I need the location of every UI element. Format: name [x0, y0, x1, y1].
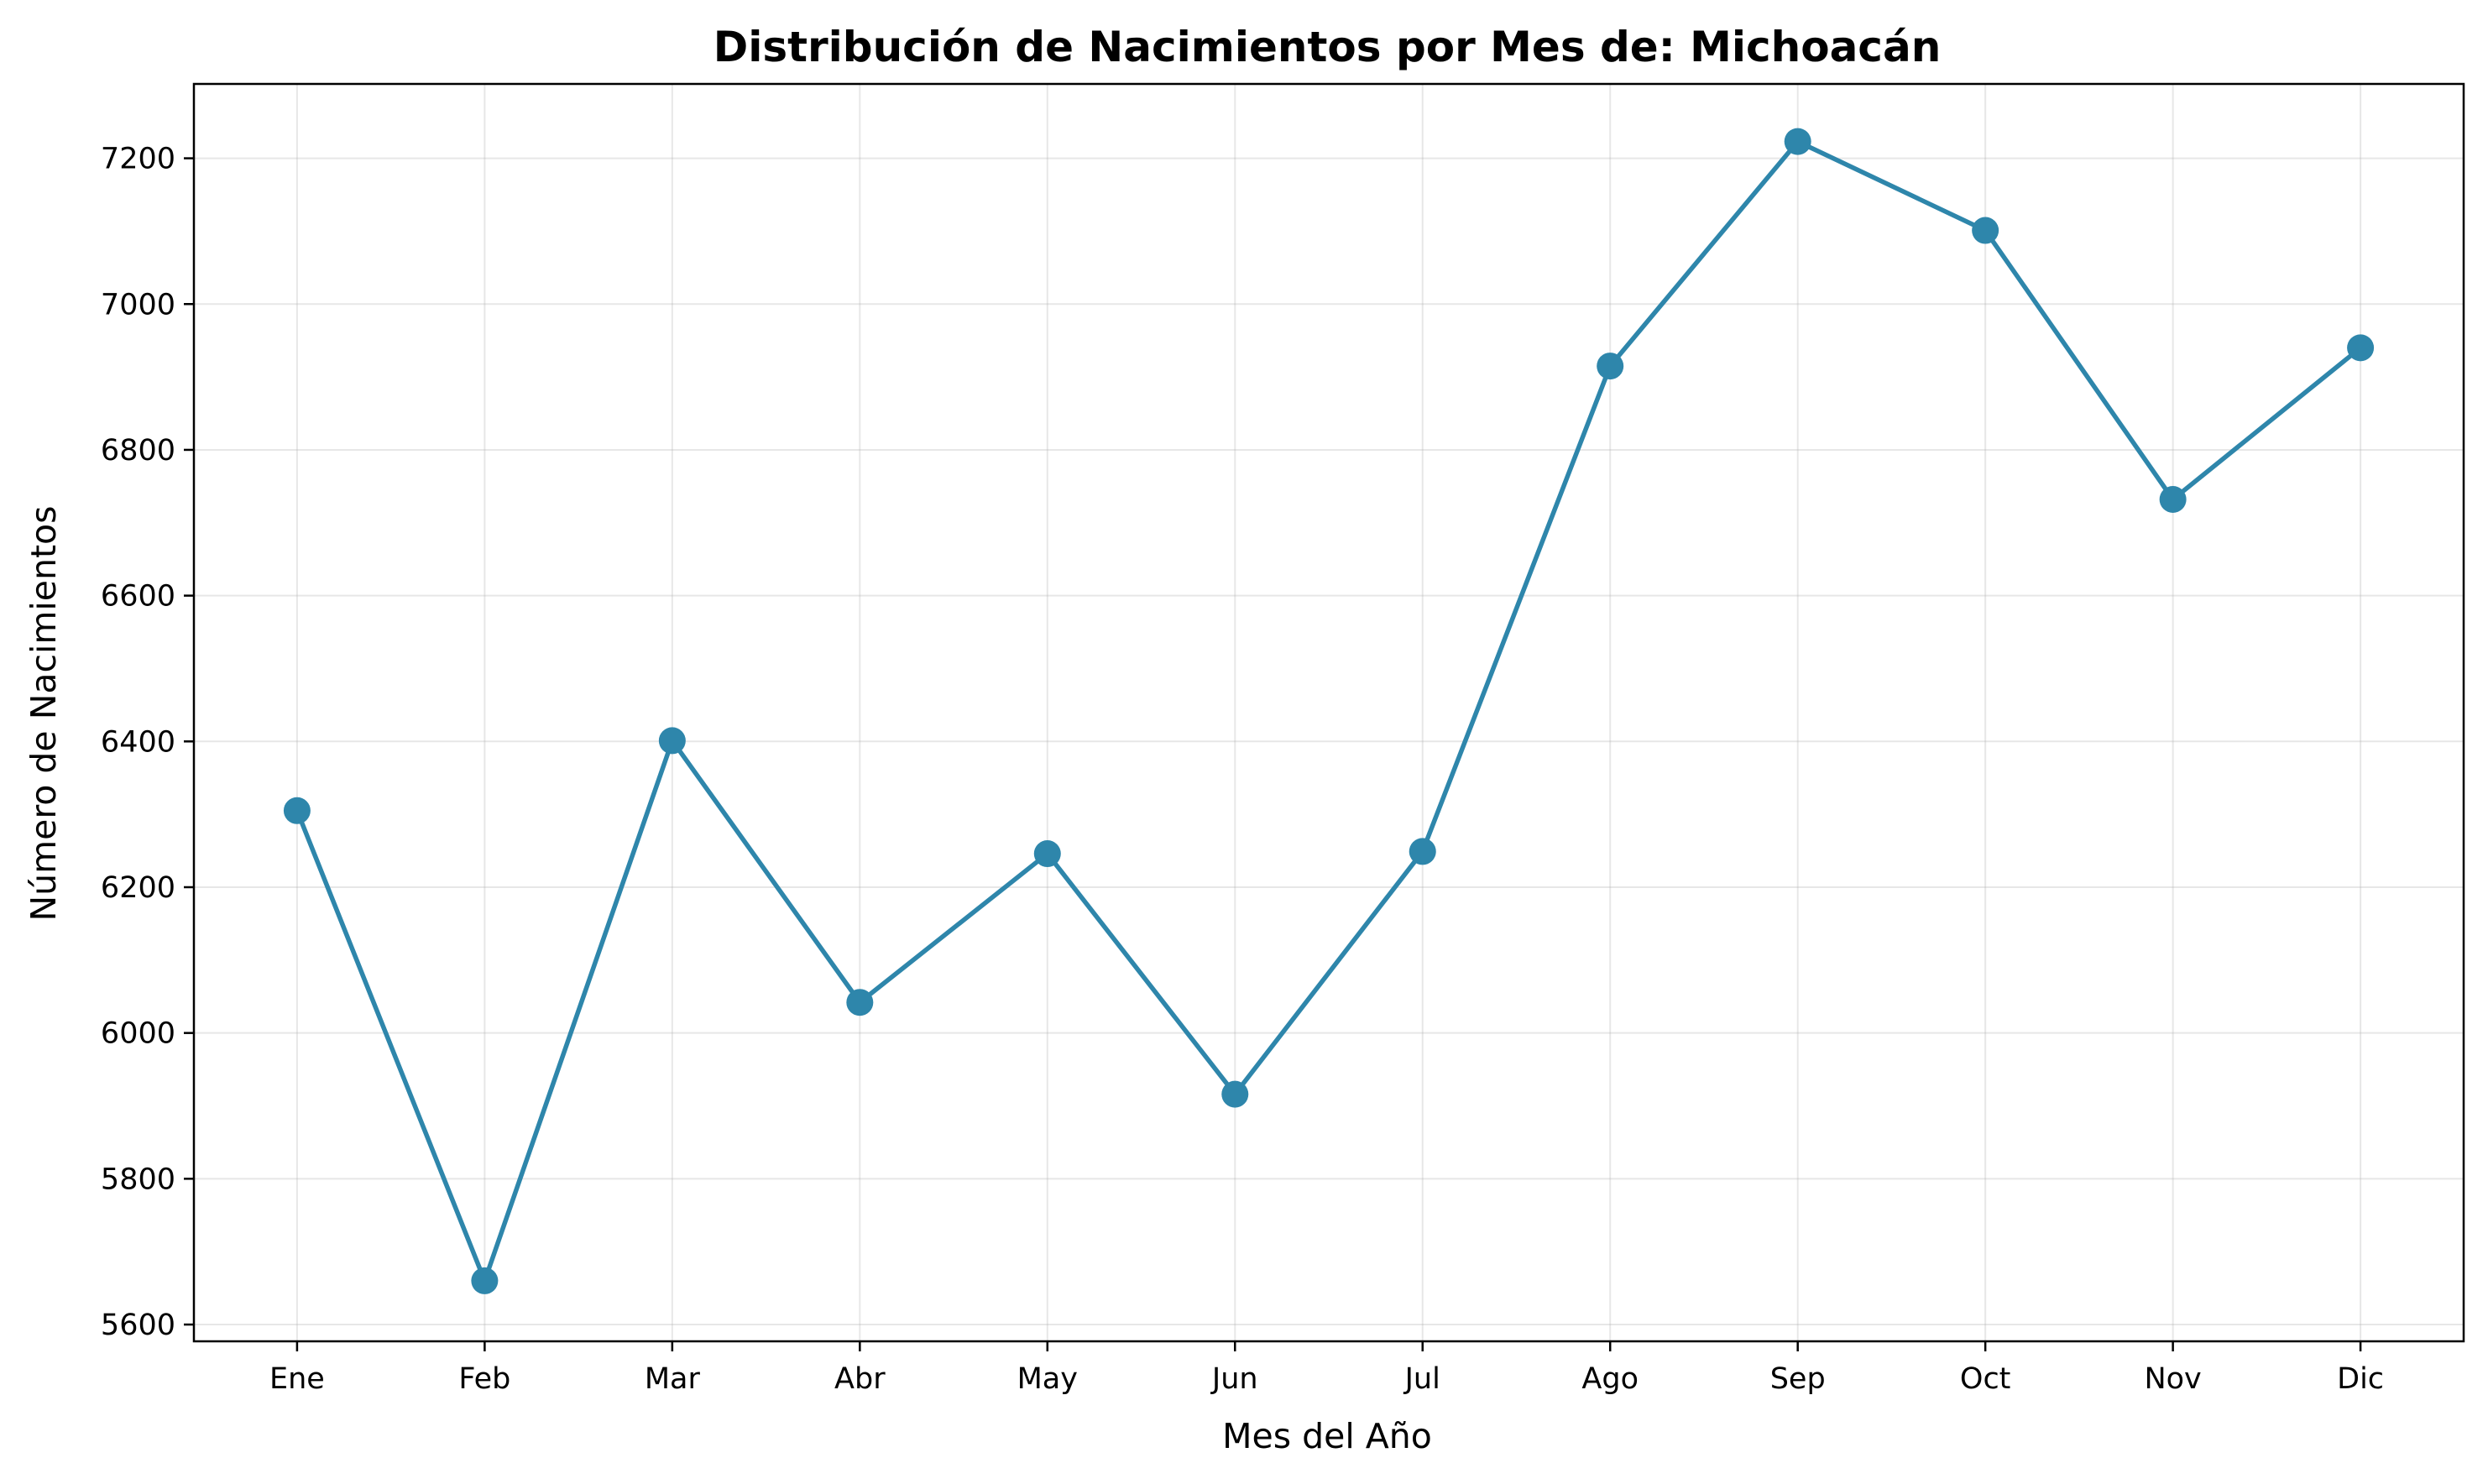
data-point [2159, 485, 2187, 513]
y-axis-label: Número de Nacimientos [24, 506, 64, 922]
series-layer [283, 128, 2375, 1294]
data-point [1784, 128, 1811, 155]
chart-title: Distribución de Nacimientos por Mes de: … [713, 23, 1942, 71]
x-tick-label: Sep [1770, 1362, 1826, 1396]
y-tick-label: 6000 [101, 1017, 175, 1051]
x-tick-label: Feb [458, 1362, 510, 1396]
x-tick-label: Jul [1403, 1362, 1440, 1396]
data-point [658, 727, 686, 755]
x-tick-label: Dic [2337, 1362, 2384, 1396]
data-point [1409, 838, 1436, 865]
y-tick-label: 6800 [101, 434, 175, 468]
x-tick-label: Mar [645, 1362, 701, 1396]
x-tick-label: Oct [1960, 1362, 2011, 1396]
y-tick-label: 6200 [101, 871, 175, 905]
data-point [1972, 217, 1999, 244]
x-tick-label: Nov [2144, 1362, 2201, 1396]
x-tick-label: May [1017, 1362, 1078, 1396]
y-tick-label: 7200 [101, 143, 175, 176]
y-tick-label: 6600 [101, 580, 175, 614]
y-tick-label: 7000 [101, 288, 175, 321]
y-tick-label: 5600 [101, 1309, 175, 1342]
x-tick-label: Abr [834, 1362, 886, 1396]
data-point [1221, 1080, 1249, 1108]
data-point [846, 989, 874, 1016]
data-point [283, 797, 311, 824]
x-axis-label: Mes del Año [1222, 1416, 1432, 1456]
data-point [2347, 334, 2375, 362]
x-tick-label: Ene [269, 1362, 325, 1396]
plot-frame [192, 82, 2465, 1343]
x-tick-label: Ago [1581, 1362, 1639, 1396]
series-line [295, 138, 2362, 1283]
data-point [471, 1267, 499, 1294]
x-tick-label: Jun [1210, 1362, 1258, 1396]
data-point [1033, 840, 1061, 868]
y-tick-label: 6400 [101, 725, 175, 759]
data-point [1597, 353, 1624, 380]
ticks: Ene Feb Mar Abr May Jun Jul Ago Sep Oct Nov Dic 5600… [101, 143, 2384, 1396]
y-tick-label: 5800 [101, 1163, 175, 1196]
grid [194, 84, 2464, 1341]
